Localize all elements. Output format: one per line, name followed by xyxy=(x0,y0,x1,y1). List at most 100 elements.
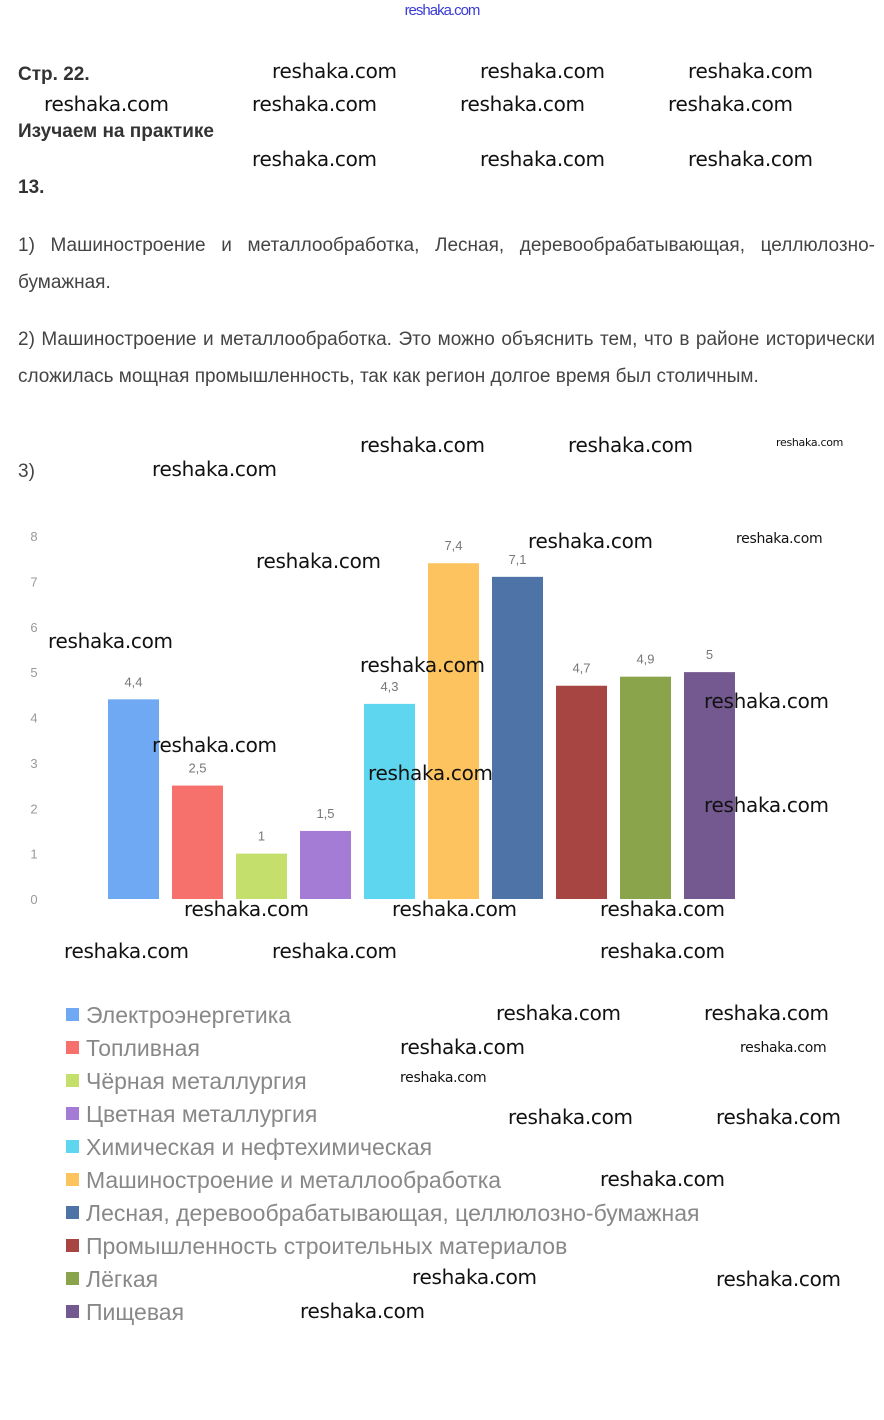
legend-swatch xyxy=(66,1107,79,1120)
legend-swatch xyxy=(66,1074,79,1087)
legend-item: Промышленность строительных материалов xyxy=(66,1229,699,1262)
watermark: reshaka.com xyxy=(480,59,605,83)
legend-item: Химическая и нефтехимическая xyxy=(66,1130,699,1163)
bar-value-label: 4,4 xyxy=(124,674,142,689)
y-tick-label: 1 xyxy=(30,847,37,862)
watermark: reshaka.com xyxy=(44,92,169,116)
watermark: reshaka.com xyxy=(64,939,189,963)
watermark: reshaka.com xyxy=(528,529,653,553)
watermark: reshaka.com xyxy=(256,549,381,573)
legend-item: Электроэнергетика xyxy=(66,998,699,1031)
watermark: reshaka.com xyxy=(600,939,725,963)
legend-item: Пищевая xyxy=(66,1295,699,1328)
watermark: reshaka.com xyxy=(568,433,693,457)
legend-item: Машиностроение и металлообработка xyxy=(66,1163,699,1196)
watermark: reshaka.com xyxy=(704,689,829,713)
y-tick-label: 2 xyxy=(30,801,37,816)
legend-label: Пищевая xyxy=(86,1298,185,1325)
legend-item: Цветная металлургия xyxy=(66,1097,699,1130)
watermark: reshaka.com xyxy=(600,1167,725,1191)
legend-swatch xyxy=(66,1140,79,1153)
watermark: reshaka.com xyxy=(736,531,823,547)
watermark: reshaka.com xyxy=(152,457,277,481)
bar-value-label: 7,1 xyxy=(508,552,526,567)
task-number: 13. xyxy=(18,177,45,198)
site-link[interactable]: reshaka.com xyxy=(404,2,481,19)
bar-value-label: 4,3 xyxy=(380,679,398,694)
bar xyxy=(492,576,543,899)
legend-label: Лёгкая xyxy=(86,1265,159,1292)
watermark: reshaka.com xyxy=(272,939,397,963)
watermark: reshaka.com xyxy=(688,59,813,83)
bar-value-label: 4,7 xyxy=(572,661,590,676)
legend-swatch xyxy=(66,1173,79,1186)
legend-item: Топливная xyxy=(66,1031,699,1064)
legend-label: Цветная металлургия xyxy=(86,1100,318,1127)
y-tick-label: 0 xyxy=(30,892,37,907)
legend-swatch xyxy=(66,1041,79,1054)
legend-swatch xyxy=(66,1305,79,1318)
bar-value-label: 5 xyxy=(706,647,713,662)
watermark: reshaka.com xyxy=(716,1267,841,1291)
y-tick-label: 7 xyxy=(30,574,37,589)
answer-2: 2) Машиностроение и металлообработка. Эт… xyxy=(18,329,875,387)
bar xyxy=(108,699,159,899)
y-tick-label: 4 xyxy=(30,711,37,726)
watermark: reshaka.com xyxy=(272,59,397,83)
watermark: reshaka.com xyxy=(412,1265,537,1289)
legend-item: Чёрная металлургия xyxy=(66,1064,699,1097)
bar-value-label: 1 xyxy=(258,829,265,844)
watermark: reshaka.com xyxy=(184,897,309,921)
watermark: reshaka.com xyxy=(392,897,517,921)
page-reference: Стр. 22. xyxy=(18,64,90,85)
answer-1: 1) Машиностроение и металлообработка, Ле… xyxy=(18,235,875,293)
bar-value-label: 7,4 xyxy=(444,538,462,553)
y-tick-label: 8 xyxy=(30,529,37,544)
section-title: Изучаем на практике xyxy=(18,121,214,142)
watermark: reshaka.com xyxy=(496,1001,621,1025)
bar-value-label: 2,5 xyxy=(188,761,206,776)
chart-legend: Электроэнергетика Топливная Чёрная металлу… xyxy=(66,998,699,1328)
watermark: reshaka.com xyxy=(368,761,493,785)
watermark: reshaka.com xyxy=(740,1040,827,1056)
bar xyxy=(364,703,415,899)
bar-value-label: 1,5 xyxy=(316,806,334,821)
legend-item: Лесная, деревообрабатывающая, целлюлозно… xyxy=(66,1196,699,1229)
watermark: reshaka.com xyxy=(480,147,605,171)
watermark: reshaka.com xyxy=(48,629,173,653)
legend-label: Топливная xyxy=(86,1034,200,1061)
watermark: reshaka.com xyxy=(360,653,485,677)
watermark: reshaka.com xyxy=(400,1035,525,1059)
watermark: reshaka.com xyxy=(776,436,844,449)
legend-label: Химическая и нефтехимическая xyxy=(86,1133,433,1160)
y-tick-label: 5 xyxy=(30,665,37,680)
watermark: reshaka.com xyxy=(460,92,585,116)
bar xyxy=(172,785,223,899)
watermark: reshaka.com xyxy=(704,1001,829,1025)
legend-label: Электроэнергетика xyxy=(86,1001,292,1028)
watermark: reshaka.com xyxy=(400,1070,487,1086)
legend-label: Лесная, деревообрабатывающая, целлюлозно… xyxy=(86,1199,700,1226)
legend-swatch xyxy=(66,1008,79,1021)
bar xyxy=(684,672,735,899)
watermark: reshaka.com xyxy=(716,1105,841,1129)
bar-value-label: 4,9 xyxy=(636,652,654,667)
legend-swatch xyxy=(66,1272,79,1285)
bar xyxy=(300,830,351,899)
watermark: reshaka.com xyxy=(152,733,277,757)
watermark: reshaka.com xyxy=(300,1299,425,1323)
watermark: reshaka.com xyxy=(688,147,813,171)
legend-label: Чёрная металлургия xyxy=(86,1067,307,1094)
legend-label: Промышленность строительных материалов xyxy=(86,1232,568,1259)
watermark: reshaka.com xyxy=(508,1105,633,1129)
answer-3: 3) xyxy=(18,461,35,482)
y-tick-label: 3 xyxy=(30,756,37,771)
watermark: reshaka.com xyxy=(668,92,793,116)
watermark: reshaka.com xyxy=(600,897,725,921)
legend-swatch xyxy=(66,1239,79,1252)
watermark: reshaka.com xyxy=(252,147,377,171)
y-tick-label: 6 xyxy=(30,620,37,635)
bar xyxy=(620,676,671,899)
watermark: reshaka.com xyxy=(252,92,377,116)
